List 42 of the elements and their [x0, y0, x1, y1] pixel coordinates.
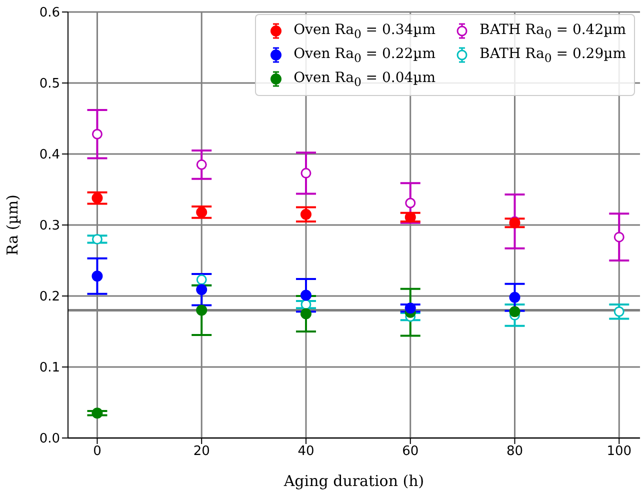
point: [614, 306, 624, 317]
point: [509, 292, 520, 303]
point: [196, 284, 208, 296]
x-tick-label: 80: [506, 444, 524, 460]
y-tick-label: 0.4: [39, 148, 60, 163]
y-tick-label: 0.1: [39, 360, 60, 376]
point: [196, 159, 207, 170]
point: [196, 304, 208, 316]
legend-label: BATH Ra$_{0}$ = 0.42µm: [480, 22, 626, 40]
point: [614, 232, 624, 242]
point: [404, 302, 416, 314]
y-tick-label: 0.0: [39, 432, 60, 447]
point: [300, 208, 312, 220]
point: [92, 408, 103, 419]
point: [300, 168, 312, 178]
point: [196, 274, 207, 285]
point: [300, 308, 312, 320]
point: [92, 128, 102, 140]
y-tick-label: 0.5: [39, 76, 60, 92]
y-tick-label: 0.2: [39, 290, 60, 305]
x-tick-label: 40: [298, 444, 314, 460]
y-axis-title: Ra (µm): [3, 194, 22, 256]
legend-label: BATH Ra$_{0}$ = 0.29µm: [480, 46, 626, 64]
legend-label: Oven Ra$_{0}$ = 0.04µm: [294, 70, 436, 88]
point: [405, 198, 416, 208]
x-axis-title: Aging duration (h): [282, 472, 424, 490]
point: [300, 299, 312, 310]
legend-label: Oven Ra$_{0}$ = 0.22µm: [294, 46, 436, 64]
x-tick-label: 0: [93, 444, 102, 460]
point: [509, 306, 520, 318]
point: [92, 270, 103, 282]
x-tick-label: 20: [193, 444, 210, 460]
x-tick-label: 100: [606, 444, 632, 460]
point: [404, 212, 416, 223]
legend-label: Oven Ra$_{0}$ = 0.34µm: [294, 22, 436, 40]
y-tick-label: 0.6: [39, 6, 60, 21]
point: [300, 290, 312, 301]
x-tick-label: 60: [402, 444, 419, 460]
y-tick-label: 0.3: [39, 218, 60, 234]
point: [196, 206, 208, 218]
point: [92, 192, 103, 204]
point: [92, 234, 102, 244]
